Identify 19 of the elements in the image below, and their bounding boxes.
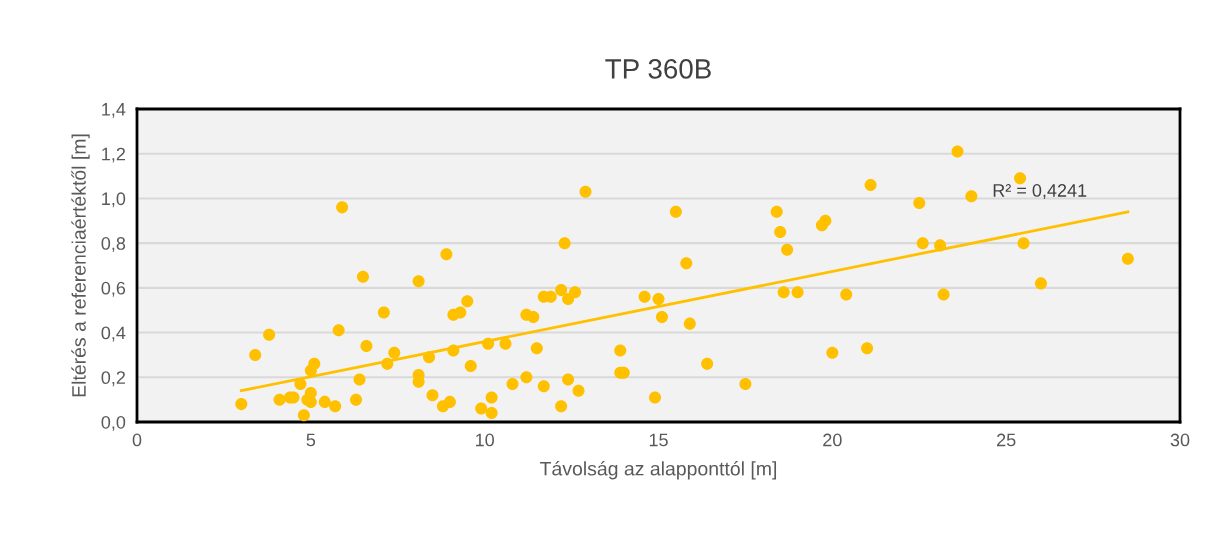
- y-tick-label: 0,6: [101, 281, 126, 297]
- y-tick-label: 1,2: [102, 147, 125, 163]
- y-tick-label: 1,0: [102, 192, 126, 208]
- y-tick-label: 0,8: [101, 237, 126, 252]
- annotation: R² = 0,4241: [993, 184, 1087, 199]
- x-tick-label: 20: [823, 433, 842, 447]
- x-axis-title: Távolság az alapponttól [m]: [540, 461, 777, 480]
- y-tick-label: 0,4: [101, 326, 126, 342]
- x-tick-label: 10: [476, 433, 494, 447]
- y-tick-label: 0,2: [101, 371, 125, 387]
- x-tick-label: 25: [997, 433, 1016, 447]
- y-tick-label: 0,0: [101, 415, 126, 431]
- x-tick-label: 15: [649, 433, 668, 447]
- x-tick-label: 5: [306, 433, 316, 447]
- chart-title: TP 360B: [605, 59, 711, 79]
- y-tick-label: 1,4: [102, 103, 126, 118]
- x-tick-label: 0: [132, 433, 142, 447]
- x-tick-label: 30: [1170, 433, 1190, 447]
- y-axis-title: Eltérés a referenciaértéktől [m]: [71, 134, 90, 397]
